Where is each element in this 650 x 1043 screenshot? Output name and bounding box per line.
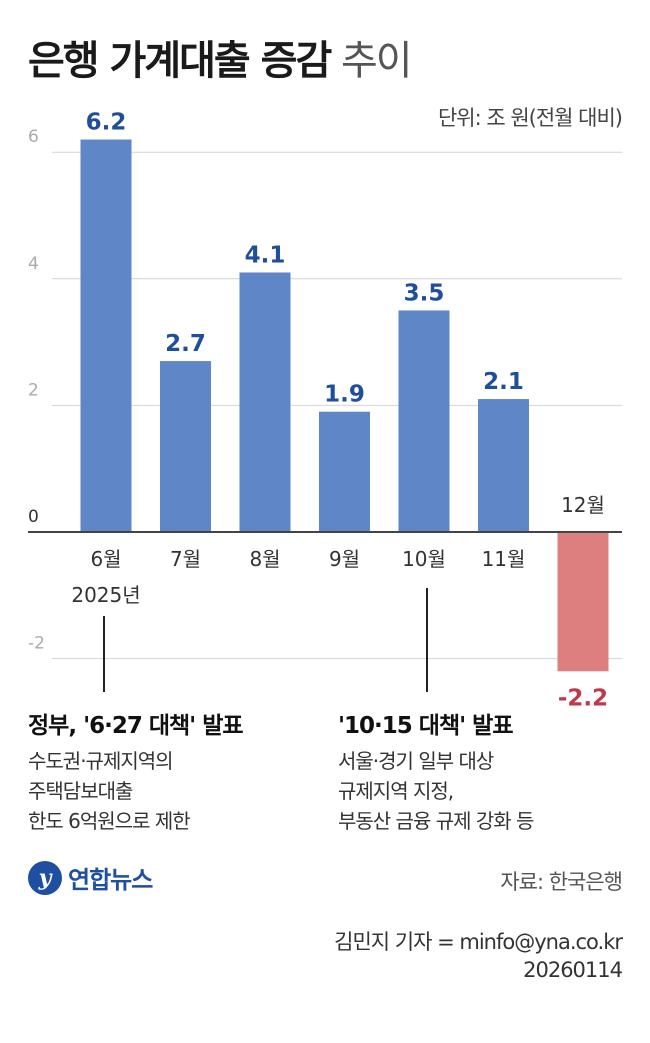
- annotation-june-line-3: 한도 6억원으로 제한: [28, 809, 191, 833]
- annotation-june: 정부, '6·27 대책' 발표 수도권·규제지역의 주택담보대출 한도 6억원…: [28, 706, 244, 836]
- category-label-5: 11월: [482, 547, 526, 571]
- annotation-june-head: 정부, '6·27 대책' 발표: [28, 713, 244, 739]
- bar-6: [557, 532, 609, 672]
- category-label-1: 7월: [170, 547, 201, 571]
- y-tick-label-3: 0: [28, 507, 39, 527]
- publisher-logo: y 연합뉴스: [28, 860, 153, 895]
- bar-2: [239, 272, 291, 532]
- logo-mark-icon: y: [28, 860, 62, 895]
- bar-1: [160, 361, 211, 532]
- reporter-credit: 김민지 기자 = minfo@yna.co.kr: [334, 930, 623, 954]
- annotation-june-line-1: 수도권·규제지역의: [28, 749, 174, 773]
- source-label: 자료: 한국은행: [500, 870, 623, 894]
- annotation-june-line-2: 주택담보대출: [28, 779, 133, 803]
- annotation-october: '10·15 대책' 발표 서울·경기 일부 대상 규제지역 지정, 부동산 금…: [338, 706, 534, 836]
- annotation-october-head: '10·15 대책' 발표: [338, 713, 514, 739]
- annotation-october-line-2: 규제지역 지정,: [338, 779, 454, 803]
- category-label-4: 10월: [402, 547, 446, 571]
- year-label: 2025년: [71, 583, 140, 607]
- value-label-2: 4.1: [245, 242, 286, 268]
- category-label-2: 8월: [249, 547, 280, 571]
- credit: 김민지 기자 = minfo@yna.co.kr 20260114: [334, 928, 623, 984]
- bar-chart: 6 4 2 0 -2 6.2 6월 2.7 7월 4.1 8월 1.9 9월 3.5 10월 2.1 11월 -2…: [28, 110, 622, 711]
- value-label-5: 2.1: [483, 369, 524, 395]
- title-main: 은행 가계대출 증감: [28, 38, 332, 84]
- title-sub: 추이: [340, 38, 413, 84]
- bar-0: [80, 139, 132, 533]
- annotation-october-line-3: 부동산 금융 규제 강화 등: [338, 809, 534, 833]
- category-label-3: 9월: [329, 547, 360, 571]
- category-label-0: 6월: [90, 547, 121, 571]
- y-tick-label-2: 2: [28, 380, 39, 400]
- y-tick-label-4: -2: [28, 634, 45, 654]
- bar-4: [398, 310, 450, 532]
- annotation-october-line-1: 서울·경기 일부 대상: [338, 749, 494, 773]
- date-credit: 20260114: [523, 958, 623, 982]
- y-tick-label-0: 6: [28, 127, 39, 147]
- bar-5: [478, 399, 529, 532]
- bar-3: [319, 411, 370, 532]
- value-label-1: 2.7: [165, 331, 206, 357]
- unit-label: 단위: 조 원(전월 대비): [437, 106, 623, 130]
- y-tick-label-1: 4: [28, 254, 39, 274]
- category-label-6: 12월: [561, 493, 605, 517]
- logo-name: 연합뉴스: [68, 866, 153, 894]
- value-label-0: 6.2: [86, 110, 127, 136]
- chart-title: 은행 가계대출 증감 추이: [28, 28, 413, 86]
- value-label-4: 3.5: [404, 280, 445, 306]
- value-label-3: 1.9: [324, 382, 365, 408]
- value-label-6: -2.2: [558, 685, 608, 711]
